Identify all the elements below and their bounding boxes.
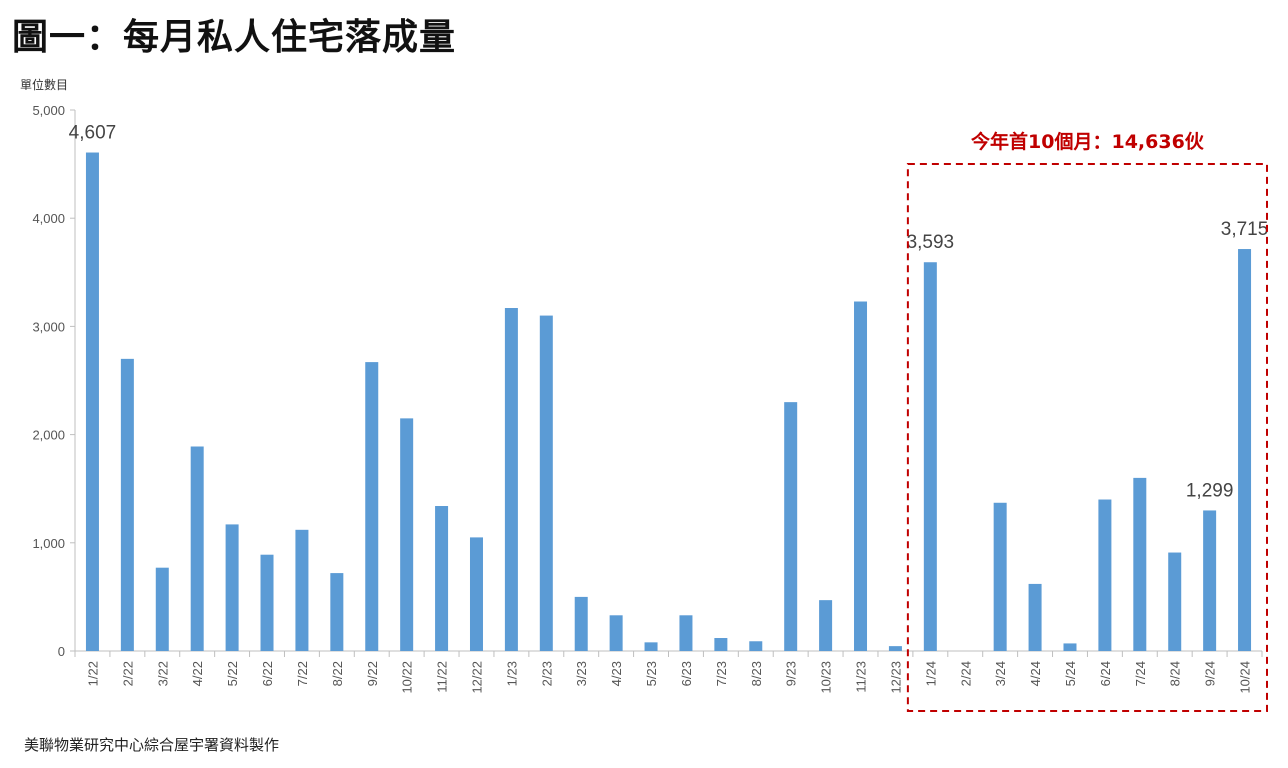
data-label: 4,607: [69, 123, 117, 144]
x-tick-label: 4/24: [1028, 661, 1043, 686]
x-tick-label: 4/23: [609, 661, 624, 686]
y-tick-label: 5,000: [32, 103, 65, 118]
x-tick-label: 4/22: [190, 661, 205, 686]
x-tick-label: 5/22: [225, 661, 240, 686]
bar: [574, 596, 588, 651]
bar: [784, 402, 798, 651]
x-tick-label: 1/24: [923, 661, 938, 686]
data-label: 3,593: [907, 232, 955, 253]
bar: [609, 615, 623, 651]
bar: [504, 308, 518, 651]
y-tick-label: 0: [58, 644, 65, 659]
bar: [469, 537, 483, 651]
x-tick-label: 3/22: [155, 661, 170, 686]
x-tick-label: 9/22: [365, 661, 380, 686]
page-title: 圖一：每月私人住宅落成量: [12, 17, 457, 58]
x-tick-label: 11/23: [854, 661, 869, 693]
bar: [539, 315, 553, 651]
x-tick-label: 2/24: [958, 661, 973, 686]
highlight-rect: [906, 163, 1268, 712]
highlight-box: 今年首10個月：14,636伙: [906, 130, 1268, 712]
x-tick-label: 12/22: [469, 661, 484, 694]
bar: [190, 446, 204, 651]
bar: [993, 502, 1007, 651]
x-tick-label: 2/22: [120, 661, 135, 686]
bar: [155, 567, 169, 651]
x-tick-label: 3/24: [993, 661, 1008, 686]
x-tick-label: 7/22: [295, 661, 310, 686]
x-tick-label: 9/24: [1203, 661, 1218, 686]
x-tick-label: 5/23: [644, 661, 659, 686]
bar: [1133, 477, 1147, 651]
y-axis-title: 單位數目: [20, 77, 68, 92]
source-note: 美聯物業研究中心綜合屋宇署資料製作: [24, 736, 280, 754]
bar: [295, 529, 309, 651]
data-labels: 4,607 3,593 1,299 3,715: [69, 123, 1269, 502]
data-label: 1,299: [1186, 480, 1234, 501]
bar: [644, 642, 658, 651]
bar: [85, 152, 99, 652]
x-tick-label: 10/23: [819, 661, 834, 694]
x-tick-label: 7/23: [714, 661, 729, 686]
bar: [819, 600, 833, 651]
x-tick-label: 7/24: [1133, 661, 1148, 686]
bar: [365, 362, 379, 651]
data-label: 3,715: [1221, 219, 1269, 240]
x-tick-label: 6/23: [679, 661, 694, 686]
bar: [888, 646, 902, 651]
x-tick-label: 8/22: [330, 661, 345, 686]
bar: [260, 554, 274, 651]
bars: [85, 152, 1252, 652]
x-tick-label: 10/22: [400, 661, 415, 694]
bar: [1168, 552, 1182, 651]
x-tick-label: 5/24: [1063, 661, 1078, 686]
x-tick-label: 8/24: [1168, 661, 1183, 686]
bar: [1098, 499, 1112, 651]
x-tick-label: 8/23: [749, 661, 764, 686]
bar: [854, 301, 868, 651]
x-tick-label: 6/22: [260, 661, 275, 686]
bar: [225, 524, 239, 651]
bar: [435, 506, 449, 651]
bar: [923, 262, 937, 651]
bar: [330, 573, 344, 651]
x-tick-label: 10/24: [1238, 661, 1253, 694]
bar: [714, 638, 728, 651]
bar: [400, 418, 414, 651]
x-tick-label: 6/24: [1098, 661, 1113, 686]
bar: [1063, 643, 1077, 651]
x-tick-label: 11/22: [435, 661, 450, 693]
x-tick-label: 1/22: [85, 661, 100, 686]
y-tick-label: 2,000: [32, 428, 65, 443]
bar: [120, 358, 134, 651]
x-tick-label: 9/23: [784, 661, 799, 686]
x-tick-label: 1/23: [504, 661, 519, 686]
bar: [749, 641, 763, 651]
y-tick-label: 1,000: [32, 536, 65, 551]
bar: [1238, 249, 1252, 652]
bar: [1028, 583, 1042, 651]
highlight-label: 今年首10個月：14,636伙: [970, 130, 1205, 153]
y-tick-label: 4,000: [32, 211, 65, 226]
bar: [679, 615, 693, 651]
axes: 0 1,000 2,000 3,000 4,000 5,000 1/22 2/22 3/22 4/…: [32, 103, 1263, 694]
x-tick-label: 12/23: [888, 661, 903, 694]
x-tick-label: 3/23: [574, 661, 589, 686]
y-tick-label: 3,000: [32, 319, 65, 334]
bar-chart: 單位數目 0 1,000 2,000 3,000 4,000 5,000 1/22 2/22 3…: [20, 77, 1269, 712]
x-tick-label: 2/23: [539, 661, 554, 686]
bar: [1203, 510, 1217, 651]
